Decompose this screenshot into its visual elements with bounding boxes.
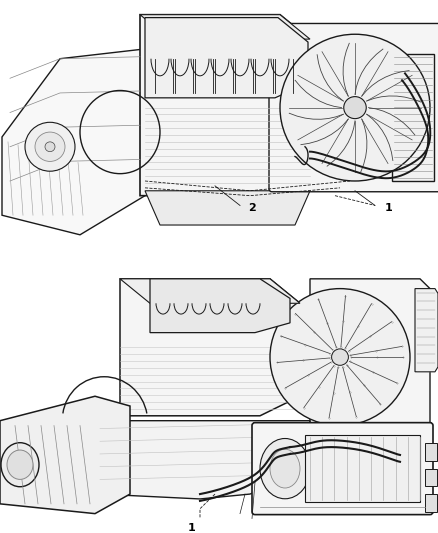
FancyBboxPatch shape xyxy=(269,23,438,192)
Bar xyxy=(425,469,437,486)
Circle shape xyxy=(280,34,430,181)
Bar xyxy=(425,443,437,461)
Polygon shape xyxy=(140,15,310,39)
Circle shape xyxy=(270,288,410,425)
Circle shape xyxy=(332,349,348,365)
Circle shape xyxy=(45,142,55,152)
Polygon shape xyxy=(310,279,430,435)
Ellipse shape xyxy=(260,439,310,499)
Polygon shape xyxy=(0,396,130,514)
Polygon shape xyxy=(2,49,145,235)
Bar xyxy=(392,54,434,181)
Polygon shape xyxy=(140,15,310,196)
Text: 1: 1 xyxy=(188,523,196,533)
Ellipse shape xyxy=(270,449,300,488)
Circle shape xyxy=(344,96,366,119)
Ellipse shape xyxy=(7,450,33,479)
FancyBboxPatch shape xyxy=(252,423,433,515)
Bar xyxy=(305,435,420,502)
Bar xyxy=(425,494,437,512)
Polygon shape xyxy=(145,18,308,98)
Polygon shape xyxy=(415,288,438,372)
Circle shape xyxy=(25,122,75,171)
Text: 1: 1 xyxy=(385,204,393,213)
Text: 2: 2 xyxy=(248,204,256,213)
Circle shape xyxy=(35,132,65,161)
Ellipse shape xyxy=(1,443,39,487)
Polygon shape xyxy=(95,421,310,499)
Polygon shape xyxy=(120,279,300,416)
Polygon shape xyxy=(120,279,300,303)
Polygon shape xyxy=(145,191,310,225)
Polygon shape xyxy=(150,279,290,333)
